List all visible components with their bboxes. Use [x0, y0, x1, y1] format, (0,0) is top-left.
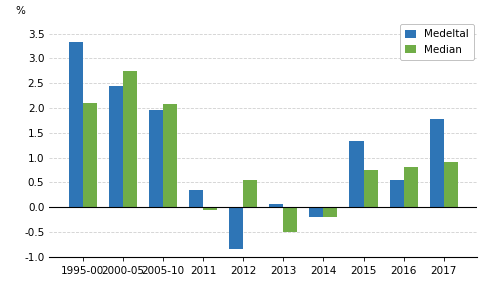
Bar	[390, 180, 403, 207]
Bar	[430, 119, 444, 207]
Bar	[189, 190, 203, 207]
Text: %: %	[15, 6, 25, 16]
Bar	[109, 85, 123, 207]
Bar	[69, 43, 83, 207]
Bar	[309, 207, 323, 217]
Legend: Medeltal, Median: Medeltal, Median	[400, 24, 474, 60]
Bar	[323, 207, 338, 217]
Bar	[243, 180, 257, 207]
Bar	[364, 170, 377, 207]
Bar	[283, 207, 297, 232]
Bar	[444, 162, 458, 207]
Bar	[269, 204, 283, 207]
Bar	[83, 103, 97, 207]
Bar	[149, 111, 163, 207]
Bar	[163, 104, 177, 207]
Bar	[229, 207, 243, 249]
Bar	[349, 141, 364, 207]
Bar	[123, 71, 137, 207]
Bar	[403, 167, 418, 207]
Bar	[203, 207, 217, 210]
